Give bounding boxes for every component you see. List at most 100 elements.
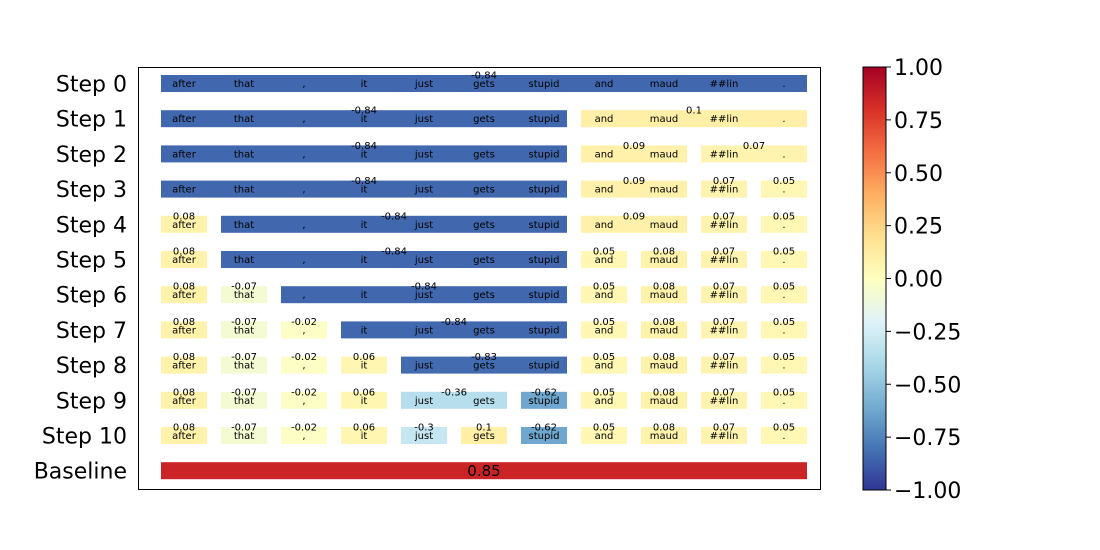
token-label: and [595,79,614,90]
row-label: Step 6 [56,284,127,309]
segment-value: 0.1 [476,423,492,434]
colorbar-tick-label: 0.50 [894,162,943,187]
token-label: maud [650,325,679,336]
token-label: . [782,149,785,160]
segment-bar [161,215,207,233]
token-label: gets [473,290,495,301]
segment-value: -0.84 [441,317,467,328]
token-label: stupid [529,79,560,90]
segment-value: -0.62 [531,423,557,434]
token-label: just [414,79,433,90]
segment-value: 0.05 [773,387,795,398]
token-label: stupid [529,361,560,372]
token-label: ##lin [710,290,739,301]
segment-bar [521,391,567,409]
token-label: after [172,255,197,266]
colorbar-tick-label: −0.50 [894,373,961,398]
token-label: maud [650,361,679,372]
step-row-9: 0.08 -0.07 -0.02 0.06 -0.36 -0.62 0.05 0.08 0.07… [161,387,807,409]
token-label: that [234,185,254,196]
segment-value: -0.02 [291,387,317,398]
token-label: and [595,290,614,301]
segment-value: 0.07 [743,141,765,152]
plot-area: -0.84 after that, it just gets stupid and maud ##… [161,71,807,480]
segment-bar [641,251,687,268]
segment-value: 0.05 [773,352,795,363]
token-label: . [782,79,785,90]
token-label: just [414,255,433,266]
plot-frame [138,67,821,490]
token-label: and [595,149,614,160]
token-label: . [782,114,785,125]
token-label: , [302,325,305,336]
token-label: ##lin [710,325,739,336]
token-label: gets [473,220,495,231]
segment-value: -0.83 [471,352,497,363]
colorbar-tick-label: 0.25 [894,215,943,240]
row-label: Step 7 [56,319,127,344]
segment-bar [281,286,567,304]
token-label: after [172,290,197,301]
segment-value: -0.36 [441,387,467,398]
token-label: ##lin [710,396,739,407]
token-label: ##lin [710,255,739,266]
segment-value: 0.05 [593,352,615,363]
token-label: gets [473,114,495,125]
step-row-7: 0.08 -0.07 -0.02 -0.84 0.05 0.08 0.07 0.05 after… [161,317,807,339]
token-label: . [782,220,785,231]
segment-bar [161,286,207,304]
token-label: that [234,114,254,125]
segment-value: -0.62 [531,387,557,398]
colorbar: 1.00 0.75 0.50 0.25 0.00 −0.25 −0.50 −0.75 −1.00 [862,56,961,504]
token-label: after [172,185,197,196]
segment-bar [581,251,627,268]
segment-value: 0.08 [173,247,195,258]
segment-value: 0.06 [353,352,375,363]
token-label: gets [473,361,495,372]
token-label: after [172,325,197,336]
token-label: just [414,290,433,301]
segment-value: 0.08 [653,317,675,328]
segment-value: -0.07 [231,317,257,328]
segment-value: 0.06 [353,387,375,398]
segment-value: -0.84 [411,282,437,293]
token-label: maud [650,79,679,90]
token-label: maud [650,290,679,301]
token-label: . [782,255,785,266]
segment-bar [761,215,807,233]
token-label: maud [650,220,679,231]
segment-bar [221,321,267,339]
segment-bar [581,427,627,444]
segment-value: 0.08 [653,247,675,258]
row-labels: Step 0 Step 1 Step 2 Step 3 Step 4 Step 5 Step… [34,73,127,485]
segment-bar [581,286,627,304]
segment-value: 0.05 [773,423,795,434]
segment-bar [161,321,207,339]
token-label: gets [473,431,495,442]
step-row-1: -0.84 0.1 after that, it just gets stupid and mau… [161,106,807,128]
segment-bar [761,356,807,374]
token-label: and [595,361,614,372]
segment-value: -0.07 [231,423,257,434]
token-label: that [234,431,254,442]
baseline-row: 0.85 [161,462,807,480]
baseline-bar [161,462,807,480]
segment-value: 0.1 [686,106,702,117]
token-label: . [782,185,785,196]
segment-bar [701,391,747,409]
token-label: stupid [529,431,560,442]
token-label: after [172,220,197,231]
token-label: it [361,79,368,90]
row-label: Step 9 [56,389,127,414]
token-label: that [234,396,254,407]
token-label: . [782,361,785,372]
token-label: , [302,220,305,231]
segment-value: 0.05 [593,317,615,328]
token-label: ##lin [710,114,739,125]
segment-bar [161,110,567,128]
token-label: gets [473,255,495,266]
segment-bar [761,180,807,198]
token-label: , [302,255,305,266]
segment-bar [161,145,567,163]
colorbar-tick-label: 0.00 [894,268,943,293]
